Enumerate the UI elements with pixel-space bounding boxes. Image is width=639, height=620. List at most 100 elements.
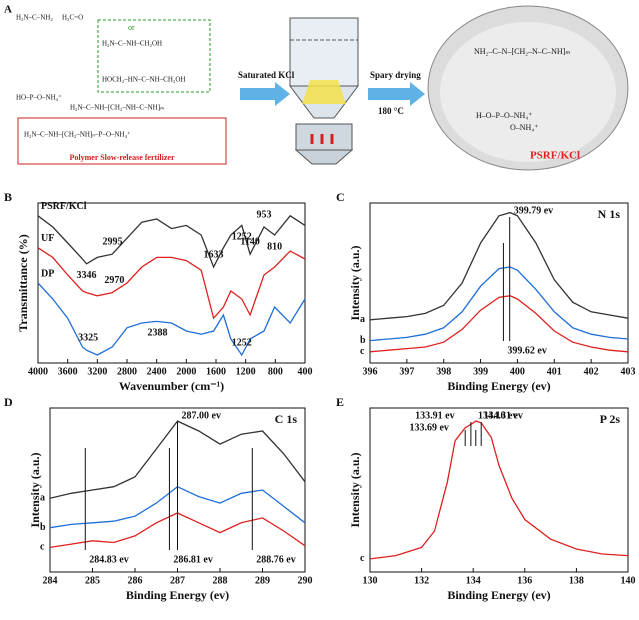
series-label: a [40, 492, 45, 503]
x-tick-label: 284 [43, 575, 58, 586]
chart-title: N 1s [598, 207, 621, 221]
series-label: c [40, 542, 45, 553]
x-axis-label: Binding Energy (ev) [447, 379, 550, 393]
x-tick-label: 396 [363, 366, 378, 377]
x-tick-label: 2000 [176, 366, 196, 377]
spectrum-line [369, 211, 629, 321]
annotation: 134.10 ev [478, 410, 517, 421]
x-tick-label: 289 [255, 575, 270, 586]
spectrum-line [37, 214, 306, 269]
annotation: 399.62 ev [507, 345, 546, 356]
step-label: 180 °C [378, 106, 404, 116]
panel-label: C [336, 190, 345, 204]
structure: H–O–P–O–NH₄⁺ [476, 111, 532, 120]
plot-frame [369, 407, 629, 573]
or-label: or [128, 23, 135, 32]
annotation: 133.69 ev [409, 422, 448, 433]
x-axis-label: Wavenumber (cm⁻¹) [119, 379, 224, 393]
structure: H₂N–C–NH–[CH₂–NH–C–NH]ₘ [70, 104, 164, 112]
chart-title: C 1s [275, 412, 298, 426]
structure: H₂N–C–NH₂ [16, 14, 53, 22]
x-tick-label: 140 [621, 575, 636, 586]
arrow [368, 82, 425, 106]
x-tick-label: 397 [399, 366, 414, 377]
x-tick-label: 399 [473, 366, 488, 377]
x-tick-label: 400 [510, 366, 525, 377]
x-tick-label: 1600 [206, 366, 226, 377]
series-label: UF [41, 233, 54, 244]
step-label: Saturated KCl [238, 70, 295, 80]
x-tick-label: 402 [584, 366, 599, 377]
series-label: b [360, 335, 366, 346]
x-tick-label: 2400 [147, 366, 167, 377]
x-tick-label: 4000 [28, 366, 48, 377]
photo-powder [440, 22, 616, 162]
x-tick-label: 800 [268, 366, 283, 377]
dashed-box [97, 19, 211, 93]
y-axis-label: Intensity (a.u.) [28, 452, 42, 527]
chart-title: P 2s [600, 412, 621, 426]
spectrum-line [369, 266, 629, 342]
series-label: b [40, 522, 46, 533]
structure: H₂N–C–NH–CH₂OH [102, 40, 162, 48]
panel-label: A [4, 4, 12, 16]
x-tick-label: 134 [466, 575, 481, 586]
series-label: PSRF/KCl [41, 201, 87, 212]
panel-label: B [4, 190, 12, 204]
peak-label: 953 [256, 209, 271, 220]
plot-frame [369, 202, 629, 364]
structure: HO–P–O–NH₄⁺ [16, 94, 62, 102]
scheme [17, 5, 629, 171]
y-axis-label: Transmittance (%) [16, 234, 30, 331]
structure: NH₂–C–N–[CH₂–N–C–NH]ₘ [474, 47, 570, 56]
y-axis-label: Intensity (a.u.) [348, 452, 362, 527]
peak-label: 2995 [103, 236, 123, 247]
annotation: 399.79 ev [514, 205, 553, 216]
product-label: PSRF/KCl [530, 150, 580, 162]
x-tick-label: 400 [298, 366, 313, 377]
x-tick-label: 403 [621, 366, 636, 377]
series-label: c [360, 553, 365, 564]
x-tick-label: 285 [85, 575, 100, 586]
peak-label: 1633 [204, 249, 224, 260]
annotation: 288.76 ev [256, 554, 295, 565]
red-box [17, 117, 227, 165]
x-tick-label: 287 [170, 575, 185, 586]
peak-label: 1252 [232, 232, 252, 243]
spectrum-line [37, 247, 306, 320]
spectrum-line [369, 420, 629, 560]
spectrum-line [369, 295, 629, 353]
structure: O–NH₄⁺ [510, 123, 538, 132]
annotation: 287.00 ev [182, 410, 221, 421]
spectrum-line [49, 420, 306, 499]
caption: Polymer Slow-release fertilizer [70, 153, 175, 162]
x-axis-label: Binding Energy (ev) [447, 588, 550, 602]
x-tick-label: 401 [547, 366, 562, 377]
x-tick-label: 136 [517, 575, 532, 586]
x-tick-label: 138 [569, 575, 584, 586]
peak-label: 2970 [104, 275, 124, 286]
series-label: c [360, 346, 365, 357]
annotation: 286.81 ev [173, 554, 212, 565]
x-tick-label: 3600 [58, 366, 78, 377]
x-tick-label: 286 [128, 575, 143, 586]
x-tick-label: 288 [213, 575, 228, 586]
x-tick-label: 132 [414, 575, 429, 586]
series-label: DP [41, 268, 54, 279]
peak-label: 810 [267, 241, 282, 252]
peak-label: 1140 [240, 236, 259, 247]
panel-label: E [336, 395, 344, 409]
structure: HOCH₂–HN–C–NH–CH₂OH [102, 76, 185, 84]
step-label: Spary drying [370, 70, 421, 80]
annotation: 284.83 ev [89, 554, 128, 565]
peak-label: 3346 [77, 270, 97, 281]
series-label: a [360, 314, 365, 325]
panel-label: D [4, 395, 13, 409]
annotation: 134.31 ev [483, 410, 522, 421]
peak-label: 3325 [78, 332, 98, 343]
structure: H₂C=O [62, 14, 83, 22]
peak-label: 2388 [148, 328, 168, 339]
x-tick-label: 1200 [236, 366, 256, 377]
structure: H₂N–C–NH–[CH₂–NH]ₙ–P–O–NH₄⁺ [24, 131, 131, 139]
